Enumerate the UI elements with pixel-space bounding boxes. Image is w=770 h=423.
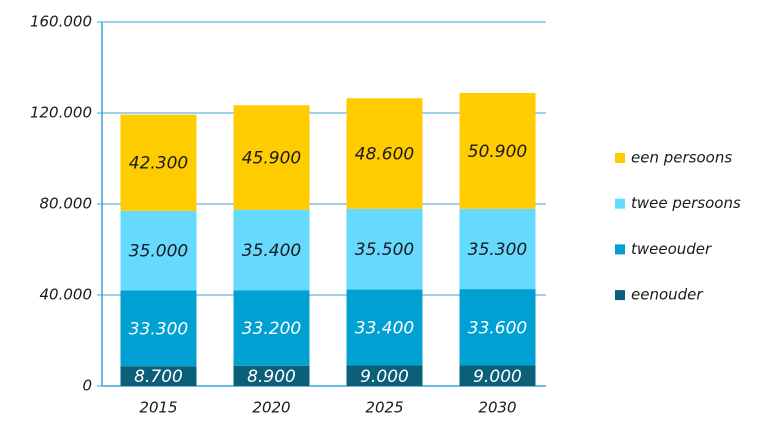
value-label: 45.900 [242, 148, 301, 168]
legend-swatch [615, 290, 625, 301]
bar-segment [120, 366, 197, 386]
bar-segment [233, 365, 310, 386]
value-label: 35.000 [129, 242, 188, 262]
legend-label: tweeouder [631, 240, 712, 258]
bar-segment [233, 209, 310, 291]
bar-segment [459, 365, 536, 386]
value-label: 33.200 [242, 319, 301, 339]
value-label: 8.700 [134, 367, 183, 387]
value-label: 48.600 [355, 144, 414, 164]
x-tick-label: 2020 [252, 399, 290, 417]
bar-segment [120, 210, 197, 291]
legend-label: eenouder [631, 286, 703, 304]
x-tick-label: 2025 [365, 399, 403, 417]
value-label: 9.000 [360, 367, 409, 387]
legend-swatch [615, 153, 625, 163]
bar-segment [346, 289, 423, 366]
x-tick-label: 2015 [139, 399, 177, 417]
bar-segment [459, 92, 536, 209]
bar-segment [233, 290, 310, 366]
y-tick-label: 120.000 [30, 104, 92, 122]
value-label: 33.300 [129, 319, 188, 339]
bar-segment [233, 105, 310, 210]
bar-segment [459, 289, 536, 366]
y-tick-label: 40.000 [40, 286, 93, 304]
value-label: 33.400 [355, 319, 414, 339]
value-label: 33.600 [468, 318, 527, 338]
y-tick-label: 0 [82, 377, 92, 395]
bar-segment [346, 208, 423, 290]
bar-segment [346, 98, 423, 209]
value-label: 8.900 [247, 367, 296, 387]
y-tick-label: 160.000 [30, 13, 92, 31]
legend-label: een persoons [631, 149, 732, 167]
value-label: 42.300 [129, 154, 188, 174]
legend-swatch [615, 198, 625, 209]
bar-segment [120, 290, 197, 367]
legend-swatch [615, 244, 625, 255]
value-label: 9.000 [473, 367, 522, 387]
value-label: 35.400 [242, 241, 301, 261]
y-tick-label: 80.000 [40, 195, 93, 213]
bar-segment [120, 114, 197, 211]
bar-segment [459, 208, 536, 290]
x-tick-label: 2030 [478, 399, 516, 417]
value-label: 35.500 [355, 240, 414, 260]
bar-segment [346, 365, 423, 386]
legend-label: twee persoons [631, 194, 741, 212]
value-label: 35.300 [468, 240, 527, 260]
value-label: 50.900 [468, 142, 527, 162]
